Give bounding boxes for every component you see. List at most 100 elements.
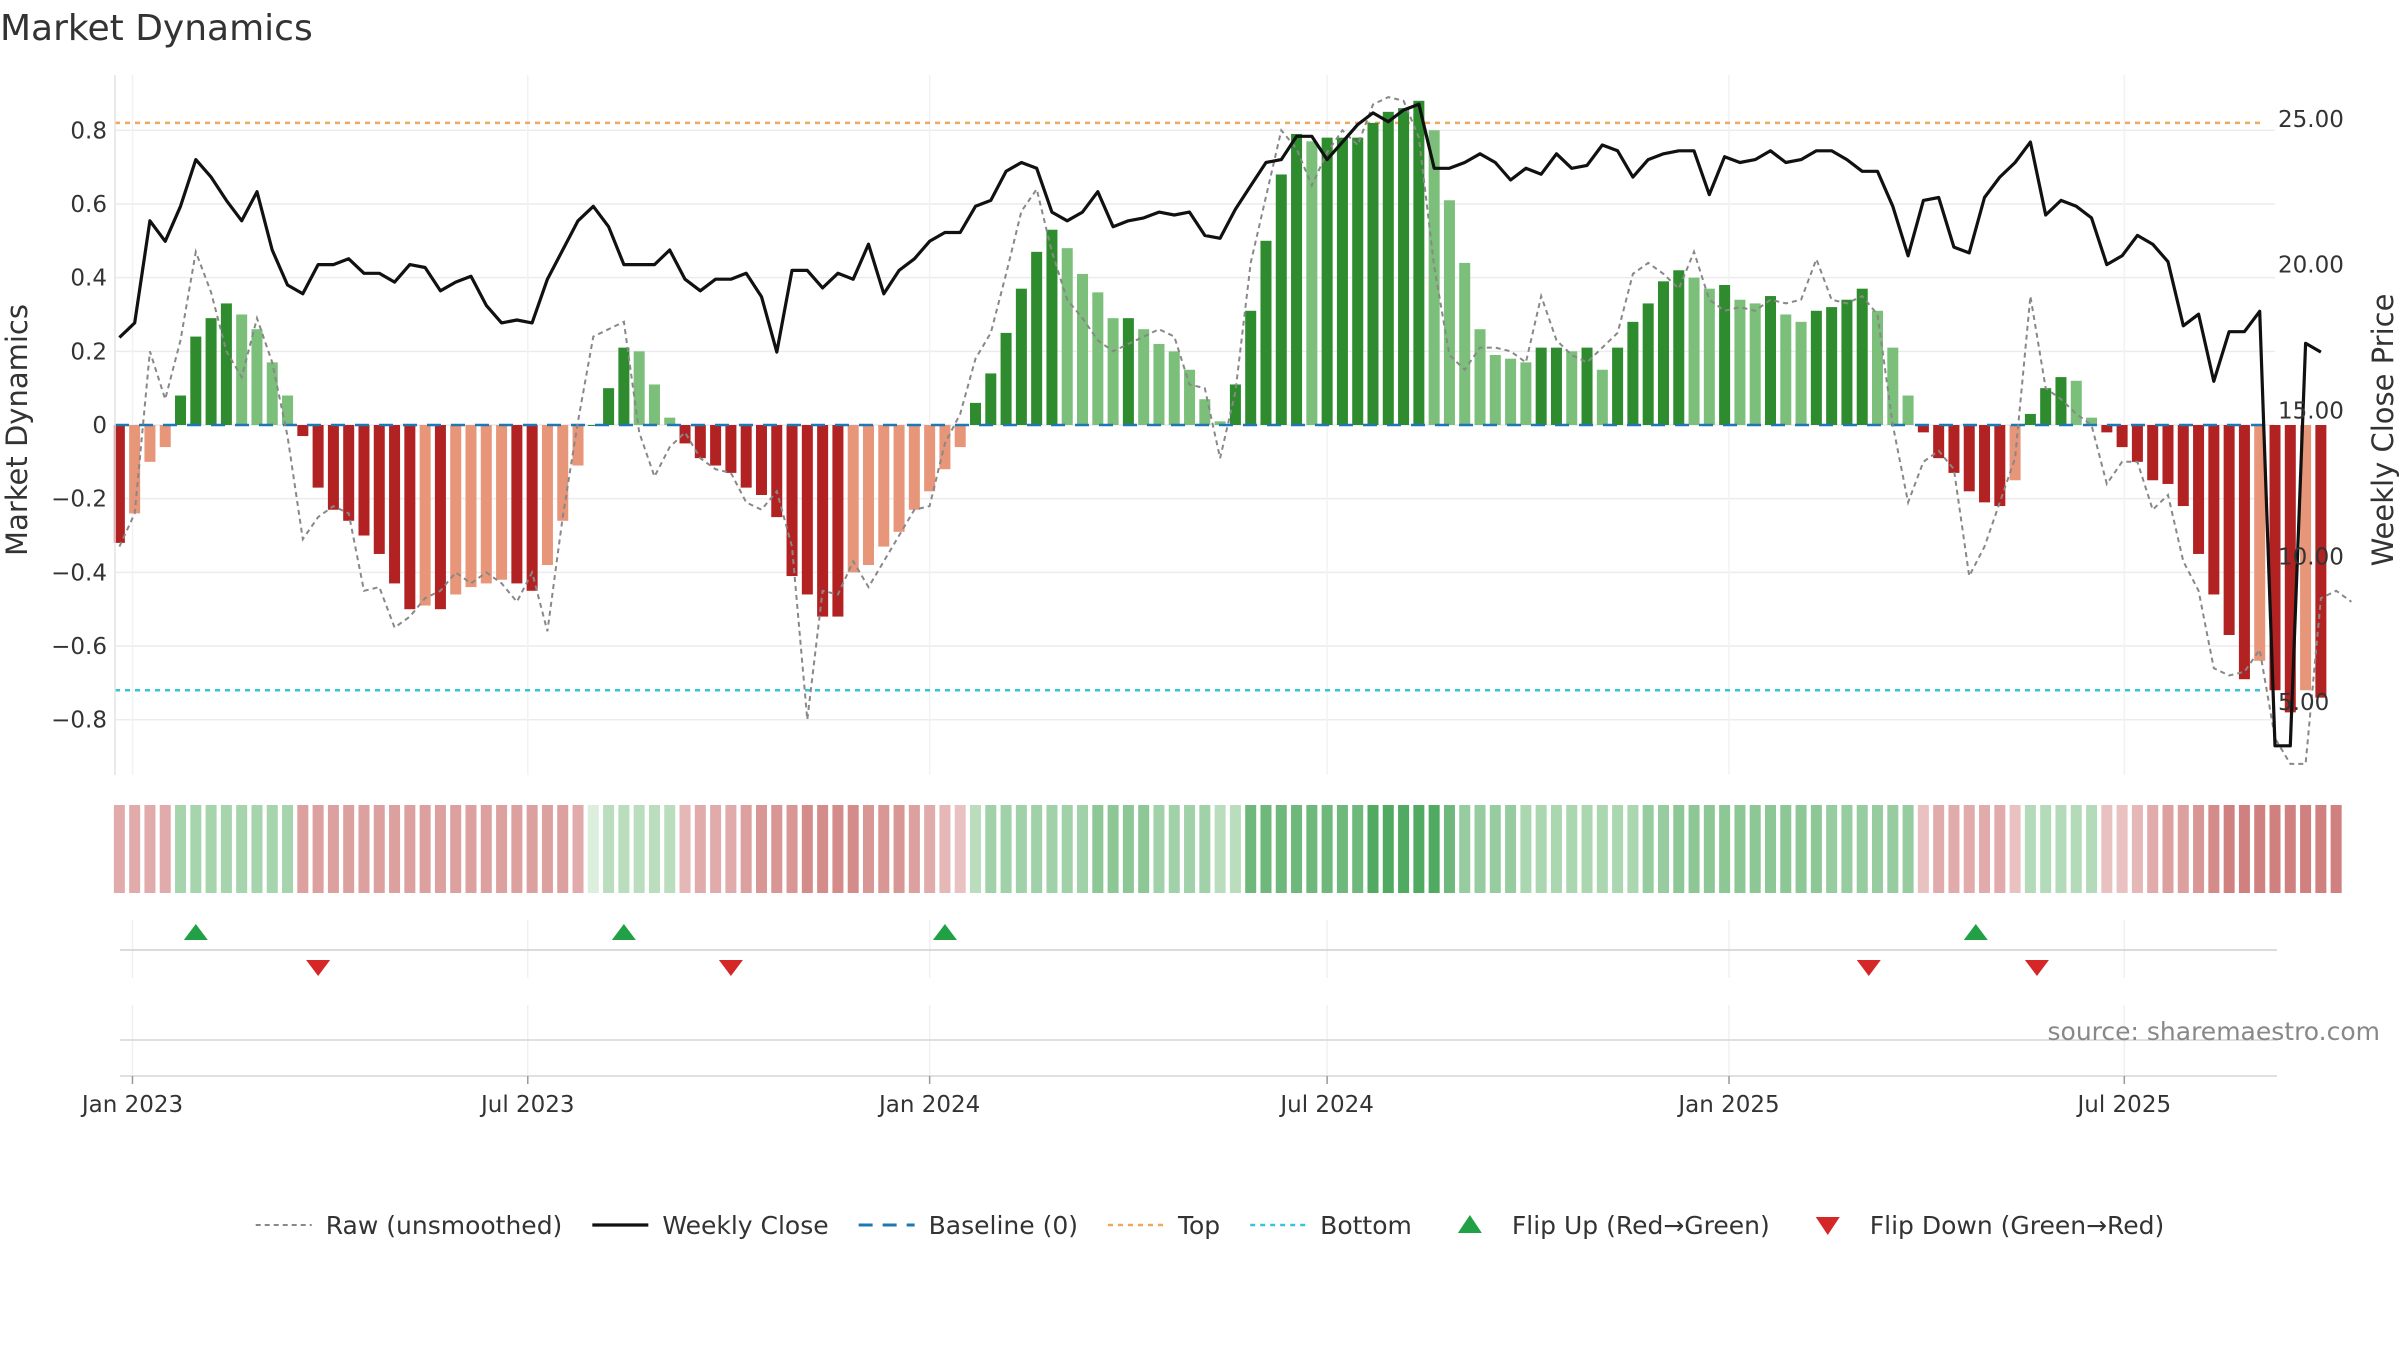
x-tick-label: Jan 2024 [877,1092,980,1118]
legend-item-raw: Raw (unsmoothed) [255,1211,562,1240]
legend-item-baseline: Baseline (0) [858,1211,1078,1240]
market-dynamics-bar [1046,229,1058,425]
market-dynamics-bar [1887,347,1899,425]
market-dynamics-bar [450,425,462,595]
heat-strip-cell [541,805,553,893]
market-dynamics-bar [1795,321,1807,425]
market-dynamics-bar [2238,425,2250,680]
heat-strip-cell [862,805,874,893]
market-dynamics-bar [175,395,187,425]
market-dynamics-bar [129,425,141,514]
y-tick-label: 0.2 [70,339,107,365]
market-dynamics-bar [358,425,370,536]
heat-strip-cell [373,805,385,893]
heat-strip-cell [312,805,324,893]
heat-strip-cell [1657,805,1669,893]
heat-strip-cell [924,805,936,893]
heat-strip-cell [266,805,278,893]
heat-strip-cell [2131,805,2143,893]
heat-strip-cell [1000,805,1012,893]
heat-strip-cell [2300,805,2312,893]
empty-lower-panel [120,1005,2277,1077]
heat-strip-cell [2284,805,2296,893]
market-dynamics-bar [251,329,263,425]
legend-label: Top [1177,1211,1220,1240]
flip-up-marker [1963,924,1988,940]
market-dynamics-bar [878,425,890,547]
market-dynamics-bar [312,425,324,488]
heat-strip-cell [1077,805,1089,893]
market-dynamics-bar [1092,292,1104,425]
market-dynamics-bar [2254,425,2266,661]
heat-strip-cell [1963,805,1975,893]
market-dynamics-bar [1428,130,1440,425]
heat-strip-cell [159,805,171,893]
heat-strip-cell [1413,805,1425,893]
heat-strip-cell [2116,805,2128,893]
heat-strip-cell [786,805,798,893]
heat-strip-cell [1627,805,1639,893]
flip-down-marker [1856,960,1881,976]
market-dynamics-bar [1566,351,1578,425]
heat-strip-cell [1367,805,1379,893]
market-dynamics-bar [557,425,569,521]
heat-strip-cell [1749,805,1761,893]
market-dynamics-bar [679,425,691,444]
market-dynamics-bar [1107,318,1119,425]
heat-strip-cell [603,805,615,893]
x-tick-label: Jul 2025 [2075,1092,2171,1118]
heat-strip-cell [679,805,691,893]
heat-strip-cell [205,805,217,893]
market-dynamics-bar [1168,351,1180,425]
market-dynamics-bar [771,425,783,518]
heat-strip-cell [847,805,859,893]
market-dynamics-bar [2315,425,2327,698]
market-dynamics-bar [327,425,339,510]
market-dynamics-bar [664,417,676,425]
heat-strip-cell [1596,805,1608,893]
legend-label: Flip Up (Red→Green) [1512,1211,1770,1240]
heat-strip-cell [771,805,783,893]
heat-strip-cell [1856,805,1868,893]
market-dynamics-bar [297,425,309,437]
heat-strip-cell [1214,805,1226,893]
heat-strip-cell [389,805,401,893]
y-tick-label: 0 [92,413,107,439]
heat-strip-cell [1703,805,1715,893]
market-dynamics-bar [2177,425,2189,507]
market-dynamics-bar [404,425,416,610]
heat-strip-cell [1122,805,1134,893]
market-dynamics-bar [1077,273,1089,425]
heat-strip-cell [939,805,951,893]
heat-strip-cell [1505,805,1517,893]
legend-label: Weekly Close [662,1211,828,1240]
heat-strip-cell [954,805,966,893]
heat-strip-cell [465,805,477,893]
market-dynamics-bar [1627,321,1639,425]
market-dynamics-bar [1199,399,1211,425]
heat-strip-cell [1902,805,1914,893]
market-dynamics-bar [511,425,523,584]
market-dynamics-bar [1612,347,1624,425]
y2-tick-label: 20.00 [2278,253,2344,279]
market-dynamics-bar [862,425,874,565]
market-dynamics-bar [1520,362,1532,425]
heat-strip-cell [1459,805,1471,893]
market-dynamics-bar [603,388,615,425]
market-dynamics-bar [1994,425,2006,507]
market-dynamics-bar [710,425,722,466]
market-dynamics-bar [419,425,431,606]
x-axis-ticks: Jan 2023 Jul 2023 Jan 2024 Jul 2024 Jan 2025… [80,1076,2171,1118]
heat-strip-cell [908,805,920,893]
legend: Raw (unsmoothed) Weekly Close Baseline (0)… [255,1211,2164,1240]
market-dynamics-bar [1000,332,1012,425]
heat-strip-cell [557,805,569,893]
market-dynamics-bar [1826,307,1838,425]
heat-strip-cell [2223,805,2235,893]
market-dynamics-bar [2300,425,2312,691]
market-dynamics-bar [1413,100,1425,425]
market-dynamics-bar [1734,299,1746,425]
heat-strip-cell [1734,805,1746,893]
market-dynamics-bar [1214,421,1226,425]
